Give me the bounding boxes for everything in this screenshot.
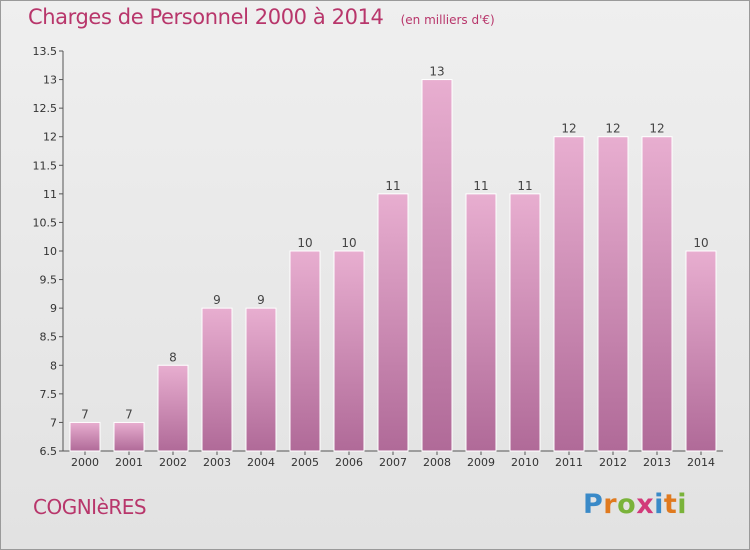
y-tick-label: 13 [43, 74, 57, 87]
data-label: 11 [517, 179, 532, 193]
data-label: 9 [213, 293, 221, 307]
y-tick-label: 7 [50, 416, 57, 429]
y-tick-label: 9.5 [40, 274, 58, 287]
x-tick-label: 2008 [423, 456, 451, 469]
bar [333, 250, 365, 452]
bar [553, 136, 585, 452]
proxiti-logo[interactable]: Proxiti [583, 489, 687, 520]
data-label: 12 [649, 122, 664, 136]
chart-unit: (en milliers d'€) [400, 13, 495, 27]
y-tick-label: 12 [43, 131, 57, 144]
x-tick-label: 2007 [379, 456, 407, 469]
x-tick-label: 2013 [643, 456, 671, 469]
data-label: 12 [605, 122, 620, 136]
data-label: 10 [341, 236, 356, 250]
y-tick-label: 12.5 [33, 102, 58, 115]
bar [377, 193, 409, 452]
logo-letter: o [617, 489, 637, 520]
bar [641, 136, 673, 452]
logo-letter: P [583, 489, 604, 520]
bar [201, 307, 233, 452]
title-block: Charges de Personnel 2000 à 2014 (en mil… [28, 5, 495, 29]
bar [245, 307, 277, 452]
data-label: 10 [693, 236, 708, 250]
bar [113, 421, 145, 452]
x-tick-label: 2011 [555, 456, 583, 469]
logo-letter: i [677, 489, 688, 520]
x-tick-label: 2010 [511, 456, 539, 469]
data-label: 12 [561, 122, 576, 136]
chart-title: Charges de Personnel 2000 à 2014 [28, 5, 384, 29]
place-name: COGNIèRES [33, 495, 147, 519]
logo-letter: t [663, 489, 678, 520]
y-tick-label: 7.5 [40, 388, 58, 401]
bar [421, 79, 453, 452]
logo-letter: x [636, 489, 655, 520]
data-label: 11 [385, 179, 400, 193]
bar [465, 193, 497, 452]
logo-letter: i [654, 489, 664, 520]
x-tick-label: 2014 [687, 456, 715, 469]
y-tick-label: 11.5 [33, 159, 58, 172]
data-label: 7 [125, 407, 133, 421]
x-tick-label: 2004 [247, 456, 275, 469]
bar [69, 421, 101, 452]
y-tick-label: 10.5 [33, 216, 58, 229]
y-tick-label: 11 [43, 188, 57, 201]
x-tick-label: 2009 [467, 456, 495, 469]
bar [157, 364, 189, 452]
x-tick-label: 2001 [115, 456, 143, 469]
data-label: 11 [473, 179, 488, 193]
bar [685, 250, 717, 452]
x-tick-label: 2005 [291, 456, 319, 469]
y-tick-label: 8 [50, 359, 57, 372]
y-tick-label: 6.5 [40, 445, 58, 458]
data-label: 8 [169, 350, 177, 364]
y-tick-label: 8.5 [40, 331, 58, 344]
x-tick-label: 2003 [203, 456, 231, 469]
x-tick-label: 2000 [71, 456, 99, 469]
data-label: 9 [257, 293, 265, 307]
bar [597, 136, 629, 452]
y-tick-label: 9 [50, 302, 57, 315]
x-tick-label: 2006 [335, 456, 363, 469]
data-label: 7 [81, 407, 89, 421]
x-tick-label: 2012 [599, 456, 627, 469]
x-tick-label: 2002 [159, 456, 187, 469]
y-tick-label: 10 [43, 245, 57, 258]
y-tick-label: 13.5 [33, 45, 58, 58]
logo-letter: r [603, 489, 618, 520]
bar [289, 250, 321, 452]
data-label: 13 [429, 65, 444, 79]
bar [509, 193, 541, 452]
data-label: 10 [297, 236, 312, 250]
